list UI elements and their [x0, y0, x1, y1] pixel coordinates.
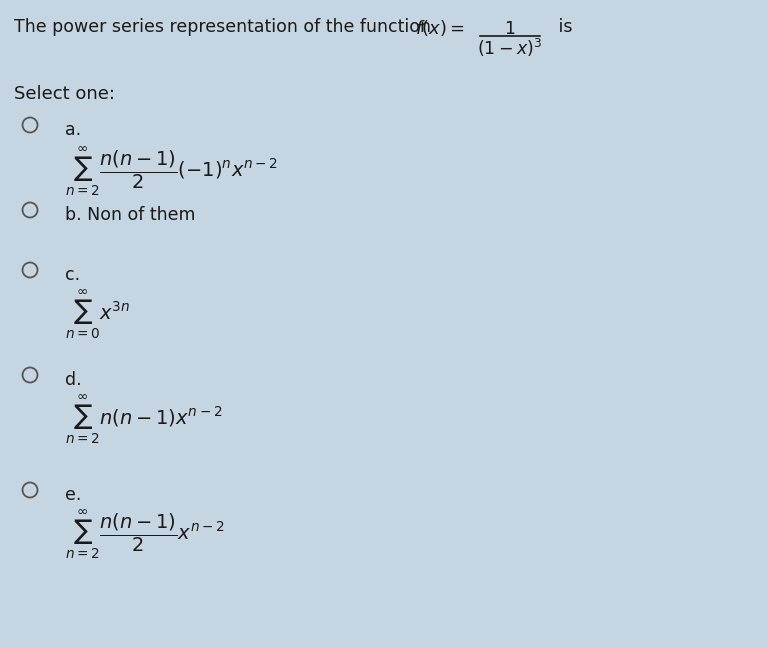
- Text: $\sum_{n=2}^{\infty}\dfrac{n(n-1)}{2}x^{n-2}$: $\sum_{n=2}^{\infty}\dfrac{n(n-1)}{2}x^{…: [65, 508, 225, 561]
- Text: $f(x)=$: $f(x)=$: [415, 18, 465, 38]
- Text: a.: a.: [65, 121, 81, 139]
- Text: $\sum_{n=2}^{\infty}n(n-1)x^{n-2}$: $\sum_{n=2}^{\infty}n(n-1)x^{n-2}$: [65, 393, 223, 446]
- Text: d.: d.: [65, 371, 81, 389]
- Text: $\sum_{n=0}^{\infty}x^{3n}$: $\sum_{n=0}^{\infty}x^{3n}$: [65, 288, 130, 341]
- Text: $\sum_{n=2}^{\infty}\dfrac{n(n-1)}{2}(-1)^{n}x^{n-2}$: $\sum_{n=2}^{\infty}\dfrac{n(n-1)}{2}(-1…: [65, 145, 278, 198]
- Text: b. Non of them: b. Non of them: [65, 206, 196, 224]
- Text: 1: 1: [505, 20, 515, 38]
- Text: The power series representation of the function: The power series representation of the f…: [14, 18, 436, 36]
- Text: e.: e.: [65, 486, 81, 504]
- Text: $(1-x)^3$: $(1-x)^3$: [478, 37, 542, 59]
- Text: Select one:: Select one:: [14, 85, 115, 103]
- Text: is: is: [553, 18, 572, 36]
- Text: c.: c.: [65, 266, 80, 284]
